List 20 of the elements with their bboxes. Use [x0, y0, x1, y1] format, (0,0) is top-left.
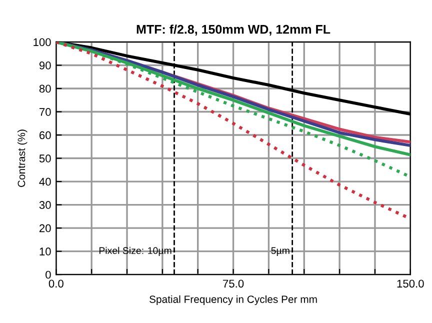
y-tick-label: 40	[39, 178, 51, 186]
ref-line-label: 10µm	[148, 247, 172, 256]
y-tick-label: 30	[39, 201, 51, 209]
y-tick-label: 80	[39, 84, 51, 93]
y-tick-label: 100	[34, 38, 51, 46]
y-tick-label: 50	[39, 154, 51, 162]
ref-line-label: 5µm	[271, 247, 290, 256]
y-axis-title: Contrast (%)	[17, 130, 28, 187]
x-tick-label: 75.0	[223, 280, 244, 288]
y-tick-label: 90	[39, 62, 51, 70]
y-tick-label: 60	[40, 131, 51, 140]
x-tick-label: 150.0	[397, 280, 424, 288]
y-tick-label: 0	[46, 270, 51, 279]
y-tick-label: 20	[40, 224, 51, 232]
x-tick-label: 0.0	[48, 280, 64, 288]
y-tick-label: 10	[40, 248, 51, 256]
annotation: Pixel Size:	[99, 246, 144, 254]
y-tick-label: 70	[40, 108, 51, 116]
chart-title: MTF: f/2.8, 150mm WD, 12mm FL	[136, 24, 330, 36]
x-axis-title: Spatial Frequency in Cycles Per mm	[150, 295, 317, 306]
